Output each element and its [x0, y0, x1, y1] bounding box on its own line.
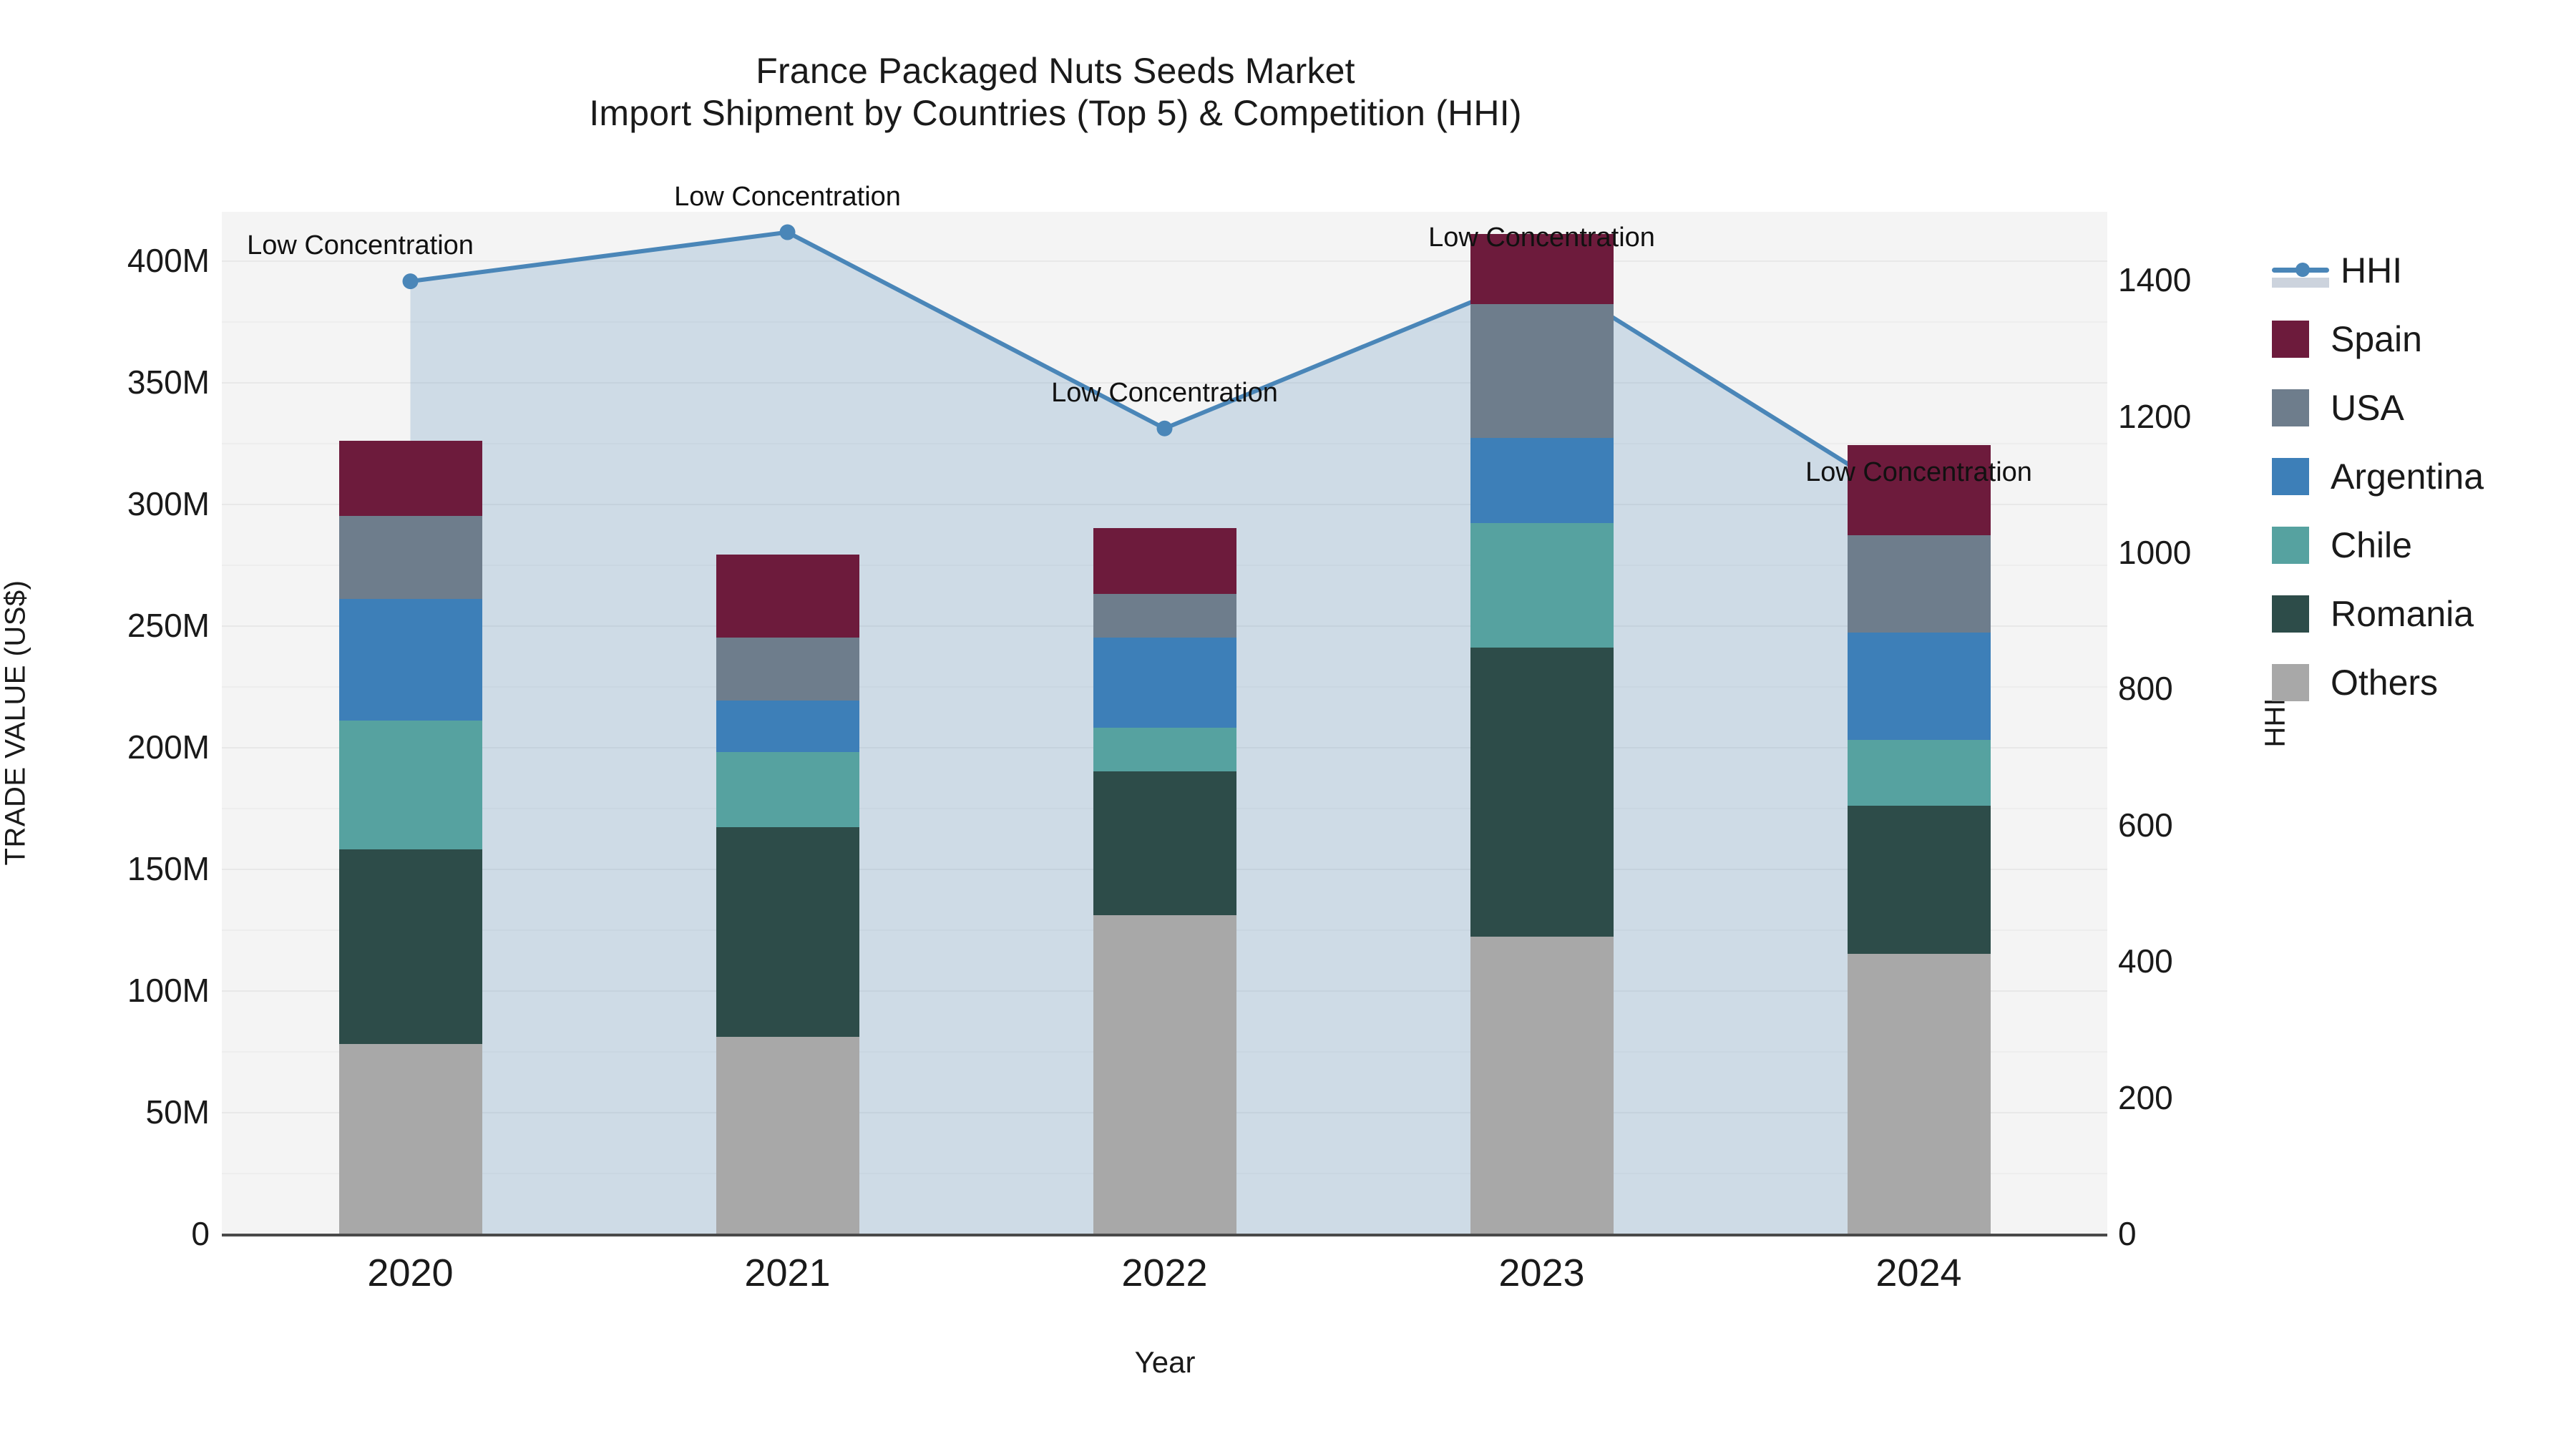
bar-segment-argentina[interactable]: [716, 701, 859, 752]
y-axis-right-tick: 400: [2118, 942, 2173, 980]
y-axis-left-label-host: TRADE VALUE (US$): [0, 0, 44, 1449]
hhi-line: [410, 230, 1921, 510]
bar-segment-others[interactable]: [1470, 937, 1614, 1234]
bar-segment-romania[interactable]: [1470, 647, 1614, 937]
bar-segment-romania[interactable]: [338, 849, 482, 1044]
y-axis-left-label: TRADE VALUE (US$): [0, 580, 31, 866]
plot-inner: [222, 212, 2107, 1235]
bar-segment-usa[interactable]: [716, 638, 859, 701]
bar-segment-others[interactable]: [1093, 914, 1236, 1234]
gridline: [222, 260, 2107, 262]
bar-segment-romania[interactable]: [1847, 805, 1991, 954]
hhi-annotation-label: Low Concentration: [247, 230, 474, 261]
bar-segment-argentina[interactable]: [1847, 633, 1991, 740]
bar-segment-others[interactable]: [716, 1036, 859, 1234]
bar-segment-chile[interactable]: [1470, 523, 1614, 648]
bar-segment-spain[interactable]: [1847, 445, 1991, 536]
legend-item-others[interactable]: Others: [2272, 648, 2572, 717]
y-axis-left-tick: 350M: [127, 364, 210, 401]
legend-item-chile[interactable]: Chile: [2272, 511, 2572, 580]
x-axis-tick-2021: 2021: [744, 1252, 831, 1294]
y-axis-right-tick: 200: [2118, 1078, 2173, 1116]
hhi-annotation-label: Low Concentration: [674, 181, 901, 212]
x-axis-tick-2024: 2024: [1875, 1252, 1962, 1294]
x-axis-label: Year: [1134, 1345, 1196, 1379]
bar-segment-spain[interactable]: [1470, 233, 1614, 305]
x-axis-tick-2020: 2020: [367, 1252, 454, 1294]
bar-segment-usa[interactable]: [1470, 304, 1614, 439]
legend-item-romania[interactable]: Romania: [2272, 580, 2572, 648]
gridline: [222, 321, 2107, 323]
legend-item-spain[interactable]: Spain: [2272, 305, 2572, 374]
legend-item-label: Romania: [2331, 594, 2474, 634]
bar-segment-argentina[interactable]: [338, 598, 482, 721]
legend-item-label: USA: [2331, 388, 2404, 428]
y-axis-left-tick: 150M: [127, 850, 210, 887]
bar-segment-spain[interactable]: [716, 555, 859, 638]
y-axis-right-tick: 1000: [2118, 534, 2192, 571]
bar-segment-chile[interactable]: [716, 751, 859, 828]
y-axis-left-tick: 50M: [145, 1093, 210, 1131]
hhi-annotation-label: Low Concentration: [1428, 222, 1655, 253]
hhi-data-point[interactable]: [402, 273, 419, 290]
legend-color-swatch: [2272, 458, 2309, 495]
hhi-annotation-label: Low Concentration: [1805, 457, 2032, 488]
y-axis-right-tick: 800: [2118, 670, 2173, 708]
bar-segment-romania[interactable]: [716, 827, 859, 1037]
x-axis-tick-2023: 2023: [1498, 1252, 1585, 1294]
hhi-data-point[interactable]: [779, 224, 796, 240]
chart-title-line-2: Import Shipment by Countries (Top 5) & C…: [589, 93, 1522, 133]
bar-segment-chile[interactable]: [1093, 727, 1236, 771]
chart-title-line-1: France Packaged Nuts Seeds Market: [756, 51, 1355, 91]
y-axis-right-tick: 1200: [2118, 397, 2192, 435]
legend-color-swatch: [2272, 321, 2309, 358]
bar-segment-usa[interactable]: [1093, 593, 1236, 638]
y-axis-right-tick: 1400: [2118, 261, 2192, 299]
legend-item-hhi[interactable]: HHI: [2272, 236, 2572, 305]
legend-item-label: Others: [2331, 663, 2439, 703]
legend-color-swatch: [2272, 527, 2309, 564]
y-axis-right-ticks: 0 200 400 600 800 1000 1200 1400: [2118, 0, 2304, 1449]
plot-area: [222, 212, 2107, 1235]
legend-item-label: Argentina: [2331, 457, 2484, 497]
y-axis-left-ticks: 0 50M 100M 150M 200M 250M 300M 350M 400M: [0, 0, 211, 1449]
bar-segment-others[interactable]: [1847, 954, 1991, 1234]
chart-legend: HHI Spain USA Argentina Chile Romania Others: [2272, 236, 2572, 717]
legend-color-swatch: [2272, 664, 2309, 701]
bar-segment-chile[interactable]: [338, 720, 482, 849]
legend-color-swatch: [2272, 389, 2309, 426]
legend-item-label: HHI: [2341, 250, 2403, 291]
legend-item-label: Spain: [2331, 319, 2422, 359]
y-axis-left-tick: 400M: [127, 242, 210, 279]
hhi-annotation-label: Low Concentration: [1051, 377, 1278, 408]
gridline: [222, 504, 2107, 505]
legend-line-icon: [2272, 252, 2329, 289]
hhi-data-point[interactable]: [1156, 420, 1173, 436]
y-axis-left-tick: 300M: [127, 485, 210, 522]
legend-item-argentina[interactable]: Argentina: [2272, 442, 2572, 511]
legend-item-usa[interactable]: USA: [2272, 374, 2572, 442]
bar-segment-usa[interactable]: [1847, 535, 1991, 633]
chart-title: France Packaged Nuts Seeds Market Import…: [0, 50, 2111, 135]
bar-segment-spain[interactable]: [338, 440, 482, 516]
bar-segment-others[interactable]: [338, 1043, 482, 1234]
y-axis-right-tick: 600: [2118, 806, 2173, 844]
y-axis-left-tick: 0: [191, 1215, 210, 1252]
bar-segment-spain[interactable]: [1093, 528, 1236, 594]
y-axis-left-tick: 100M: [127, 972, 210, 1009]
bar-segment-usa[interactable]: [338, 516, 482, 599]
bar-segment-chile[interactable]: [1847, 739, 1991, 806]
x-axis-line: [222, 1234, 2107, 1236]
bar-segment-argentina[interactable]: [1093, 638, 1236, 728]
y-axis-right-tick: 0: [2118, 1215, 2137, 1252]
x-axis-tick-2022: 2022: [1121, 1252, 1208, 1294]
legend-color-swatch: [2272, 595, 2309, 633]
y-axis-left-tick: 250M: [127, 607, 210, 644]
bar-segment-romania[interactable]: [1093, 771, 1236, 915]
gridline: [222, 443, 2107, 444]
legend-item-label: Chile: [2331, 525, 2412, 565]
bar-segment-argentina[interactable]: [1470, 438, 1614, 524]
y-axis-left-tick: 200M: [127, 728, 210, 766]
